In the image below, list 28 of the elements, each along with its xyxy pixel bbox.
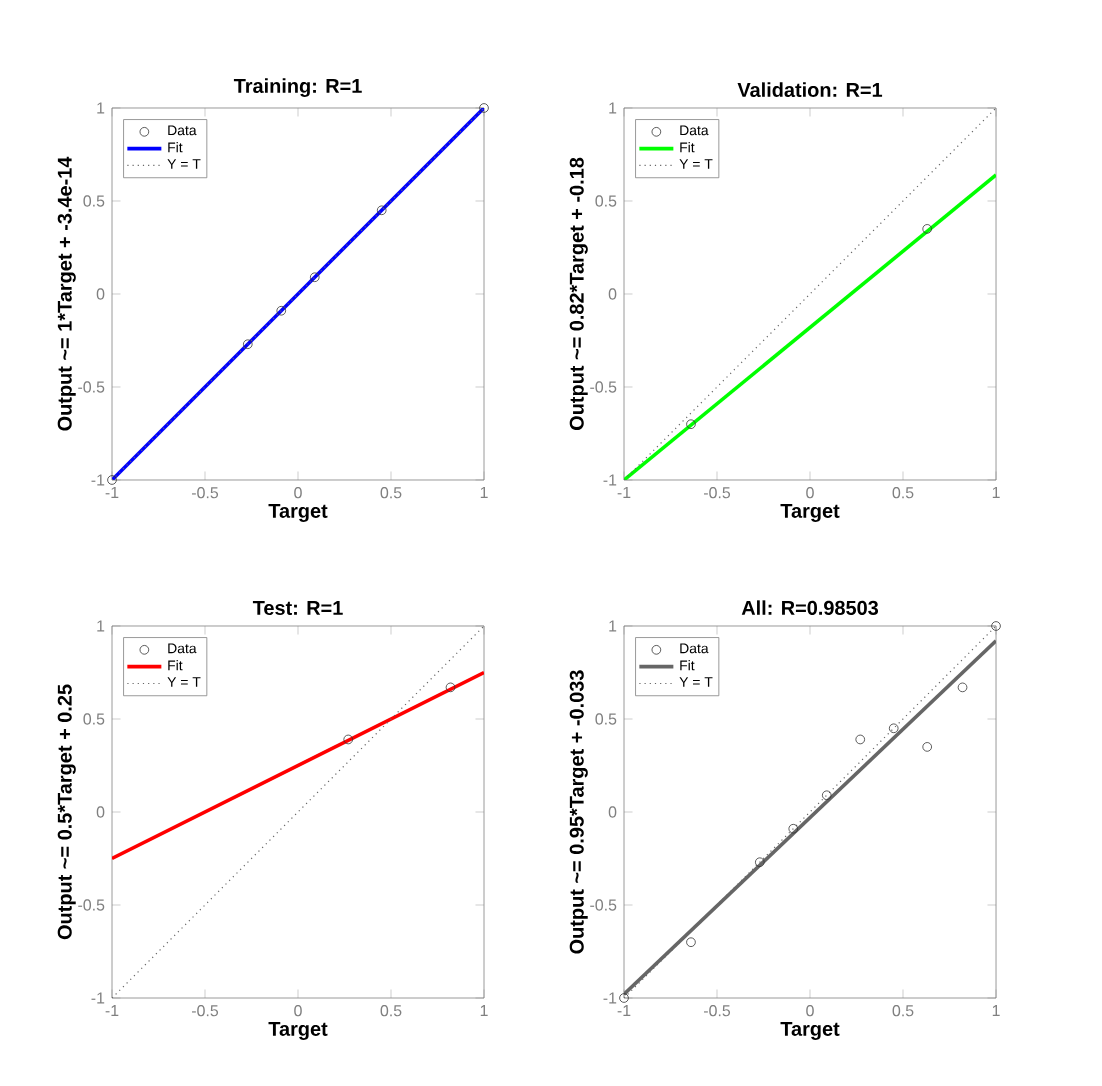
x-axis-title: Target (780, 1022, 840, 1040)
x-axis-title: Target (268, 1022, 328, 1040)
point (276, 305, 287, 316)
chart-title: Training: R=1 (233, 78, 362, 97)
point (107, 475, 117, 485)
point (309, 272, 320, 283)
point (479, 103, 489, 113)
point (619, 993, 629, 1003)
y-axis-title: Output ~= 0.82*Target + -0.18 (569, 157, 588, 431)
y-axis-title: Output ~= 0.5*Target + 0.25 (57, 684, 76, 940)
x-axis-title: Target (268, 503, 328, 522)
point (788, 823, 799, 834)
point (755, 857, 765, 867)
point (957, 682, 968, 693)
x-axis-title: Target (780, 503, 840, 522)
point (376, 205, 387, 216)
point (922, 742, 932, 752)
point (686, 937, 696, 947)
point (888, 723, 899, 734)
chart-title: All: R=0.98503 (741, 600, 879, 615)
point (243, 339, 253, 349)
y-axis-title: Output ~= 0.95*Target + -0.033 (569, 670, 588, 954)
point (855, 734, 866, 745)
point (821, 790, 832, 801)
y-axis-title: Output ~= 1*Target + -3.4e-14 (57, 156, 76, 431)
chart-title: Validation: R=1 (737, 82, 883, 97)
chart-title: Test: R=1 (252, 601, 343, 615)
point (991, 621, 1001, 631)
